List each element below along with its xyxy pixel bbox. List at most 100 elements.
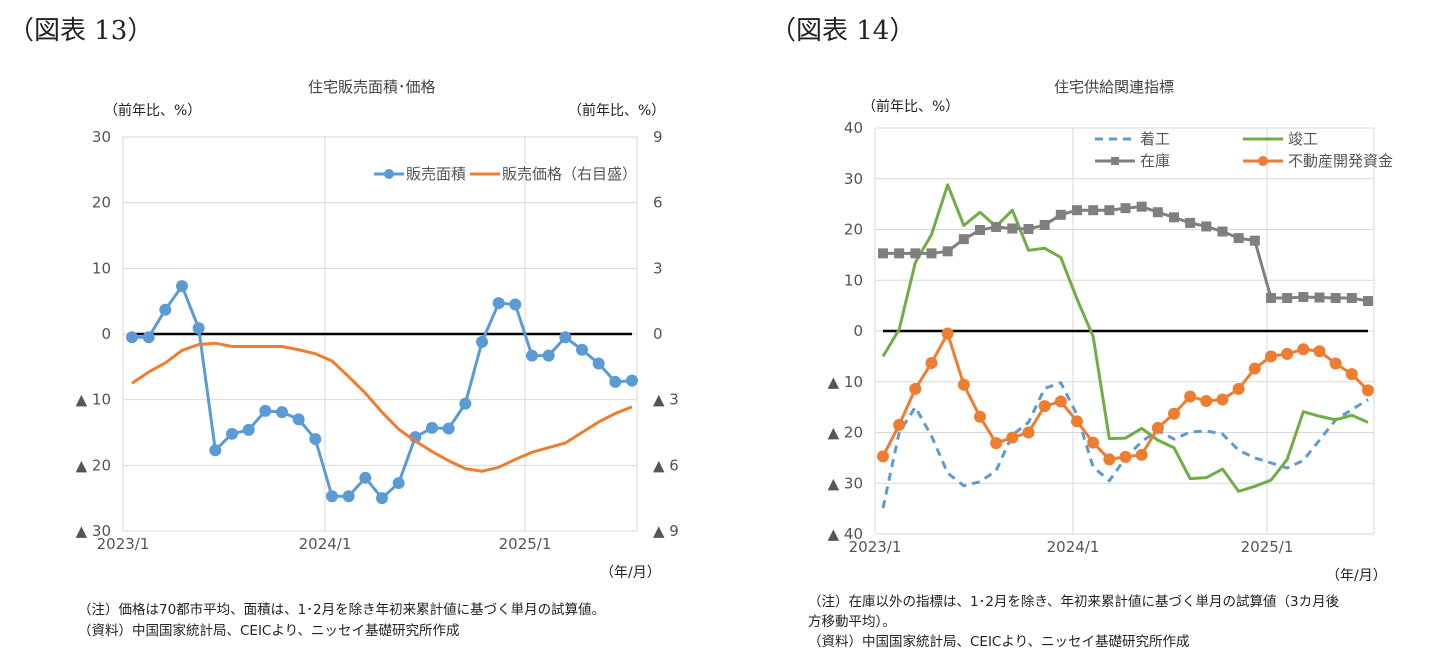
x-tick-label: 2023/1: [849, 538, 902, 556]
chart2-source: （資料）中国国家統計局、CEICより、ニッセイ基礎研究所作成: [808, 634, 1190, 650]
data-point: [1201, 221, 1212, 232]
series-line-2: [883, 205, 1369, 303]
data-point: [991, 221, 1002, 232]
figure-14-label: （図表 14）: [770, 16, 916, 46]
data-point: [1006, 431, 1019, 444]
y-tick-label: ▲ 20: [828, 424, 863, 442]
data-point: [459, 397, 472, 410]
data-point: [1298, 291, 1309, 302]
data-point: [1297, 343, 1310, 356]
data-point: [1007, 223, 1018, 234]
data-point: [1088, 205, 1099, 216]
data-point: [1151, 421, 1164, 434]
x-tick-label: 2024/1: [1047, 538, 1100, 556]
x-tick-label: 2024/1: [299, 535, 352, 553]
y2-tick-label: 6: [653, 194, 663, 212]
data-point: [259, 404, 272, 417]
data-point: [1185, 217, 1196, 228]
data-point: [1071, 415, 1083, 428]
y-tick-label: 10: [844, 271, 863, 289]
data-point: [990, 437, 1003, 450]
data-point: [957, 378, 970, 391]
chart2-title: 住宅供給関連指標: [1054, 78, 1175, 96]
data-point: [1217, 226, 1228, 237]
chart2-note-2: 方移動平均）。: [808, 614, 896, 630]
data-point: [492, 297, 505, 310]
data-point: [542, 349, 555, 362]
legend-label: 不動産開発資金: [1288, 152, 1393, 170]
data-point: [1200, 395, 1213, 408]
chart2-x-unit: （年/月）: [1326, 568, 1387, 584]
data-point: [910, 248, 921, 259]
series-line-0: [132, 284, 633, 500]
data-point: [392, 477, 405, 490]
data-point: [142, 331, 155, 344]
chart1-source: （資料）中国国家統計局、CEICより、ニッセイ基礎研究所作成: [78, 623, 460, 639]
data-point: [1232, 382, 1245, 395]
data-point: [1054, 395, 1067, 408]
data-point: [559, 331, 572, 344]
data-point: [1184, 390, 1197, 403]
data-point: [1282, 293, 1293, 304]
data-point: [1266, 293, 1276, 304]
data-point: [1119, 450, 1132, 463]
data-point: [176, 280, 188, 293]
data-point: [1104, 205, 1115, 216]
data-point: [192, 322, 205, 335]
legend-marker: [1111, 157, 1119, 165]
data-point: [1136, 201, 1147, 212]
data-point: [159, 303, 172, 316]
data-point: [1103, 453, 1116, 466]
data-point: [509, 298, 522, 311]
y-tick-label: ▲ 10: [76, 391, 111, 409]
data-point: [1169, 212, 1179, 223]
data-point: [1346, 293, 1357, 304]
data-point: [1330, 293, 1341, 304]
y-tick-label: 40: [844, 119, 863, 137]
chart1-left-unit: （前年比、%）: [104, 103, 202, 119]
data-point: [926, 248, 937, 259]
data-point: [1329, 357, 1342, 370]
chart1-note: （注）価格は70都市平均、面積は、1･2月を除き年初来累計値に基づく単月の試算値…: [78, 602, 606, 618]
data-point: [941, 327, 954, 340]
data-point: [1120, 203, 1131, 214]
data-point: [877, 450, 889, 463]
data-point: [226, 427, 238, 440]
data-point: [958, 234, 969, 245]
y-tick-label: 0: [101, 325, 111, 343]
series-line-1: [881, 183, 1369, 493]
data-point: [975, 225, 985, 236]
y-tick-label: ▲ 10: [828, 373, 863, 391]
y-tick-label: ▲ 40: [828, 525, 863, 543]
data-point: [974, 410, 986, 423]
data-point: [1362, 384, 1374, 397]
legend-marker-area: [384, 169, 394, 179]
legend-label: 販売価格（右目盛）: [502, 165, 637, 183]
y-tick-label: ▲ 20: [76, 456, 111, 474]
y-tick-label: 10: [92, 259, 111, 277]
data-point: [376, 492, 388, 505]
data-point: [1265, 350, 1277, 363]
legend-label: 在庫: [1140, 152, 1170, 170]
data-point: [609, 375, 622, 388]
data-point: [1345, 368, 1358, 381]
data-point: [1233, 233, 1244, 244]
data-point: [359, 471, 372, 484]
legend-label: 竣工: [1288, 130, 1318, 148]
chart1-right-unit: （前年比、%）: [568, 103, 666, 119]
chart1-x-unit: （年/月）: [600, 565, 661, 581]
data-point: [1072, 205, 1082, 216]
y2-tick-label: ▲ 6: [653, 456, 679, 474]
y2-tick-label: 3: [653, 259, 663, 277]
chart2-note-1: （注）在庫以外の指標は、1･2月を除き、年初来累計値に基づく単月の試算値（3カ月…: [808, 594, 1340, 610]
data-point: [1216, 393, 1229, 406]
y-tick-label: ▲ 30: [828, 474, 863, 492]
data-point: [426, 421, 438, 434]
data-point: [1363, 296, 1373, 307]
data-point: [1248, 362, 1261, 375]
y-tick-label: 30: [92, 128, 111, 146]
y-tick-label: 20: [844, 221, 863, 239]
data-point: [442, 422, 455, 435]
data-point: [1039, 219, 1050, 230]
